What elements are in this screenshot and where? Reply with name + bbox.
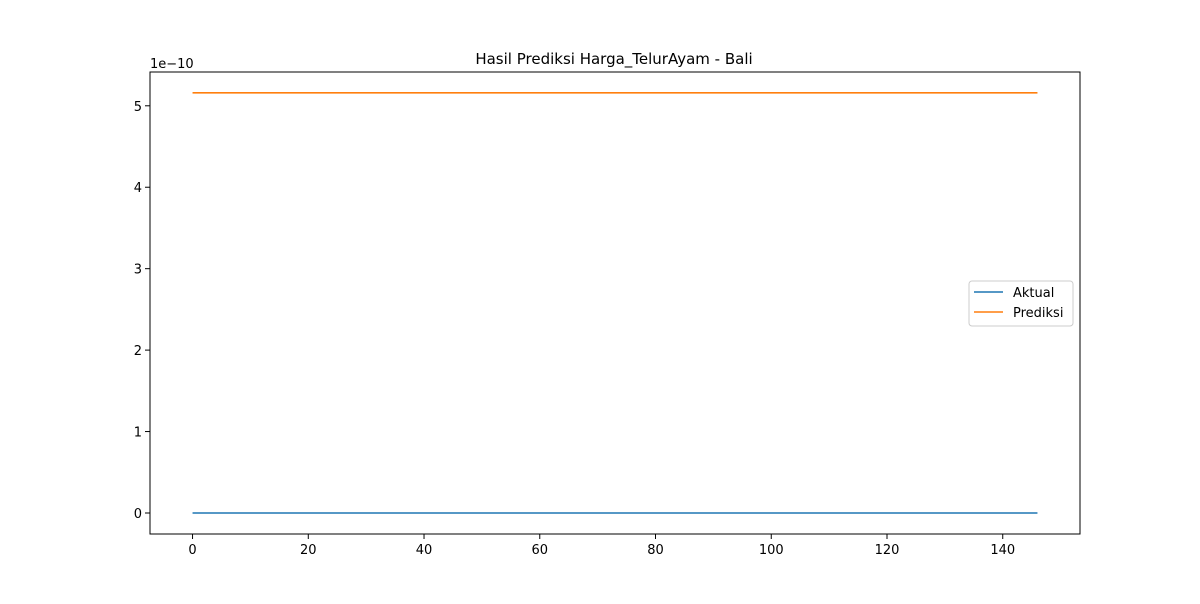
x-tick-label: 100 xyxy=(759,543,784,558)
y-tick-label: 4 xyxy=(134,181,142,196)
x-tick-label: 0 xyxy=(188,543,196,558)
x-tick-label: 60 xyxy=(531,543,548,558)
y-axis-ticks: 0 1 2 3 4 5 xyxy=(134,100,150,522)
x-tick-label: 80 xyxy=(647,543,664,558)
y-tick-label: 1 xyxy=(134,426,142,441)
plot-area xyxy=(149,71,1081,535)
y-tick-label: 2 xyxy=(134,344,142,359)
x-tick-label: 120 xyxy=(875,543,900,558)
legend-label-aktual: Aktual xyxy=(1013,286,1054,301)
x-axis-ticks: 0 20 40 60 80 100 120 140 xyxy=(188,534,1015,558)
legend: Aktual Prediksi xyxy=(968,280,1074,327)
plot-frame xyxy=(149,71,1081,535)
y-tick-label: 0 xyxy=(134,507,142,522)
x-tick-label: 20 xyxy=(300,543,317,558)
chart-title: Hasil Prediksi Harga_TelurAyam - Bali xyxy=(475,50,752,69)
x-tick-label: 140 xyxy=(990,543,1015,558)
x-tick-label: 40 xyxy=(416,543,433,558)
y-tick-label: 5 xyxy=(134,100,142,115)
y-tick-label: 3 xyxy=(134,263,142,278)
y-axis-offset-label: 1e−10 xyxy=(150,57,194,72)
legend-label-prediksi: Prediksi xyxy=(1013,306,1063,321)
series-lines xyxy=(192,91,1038,514)
